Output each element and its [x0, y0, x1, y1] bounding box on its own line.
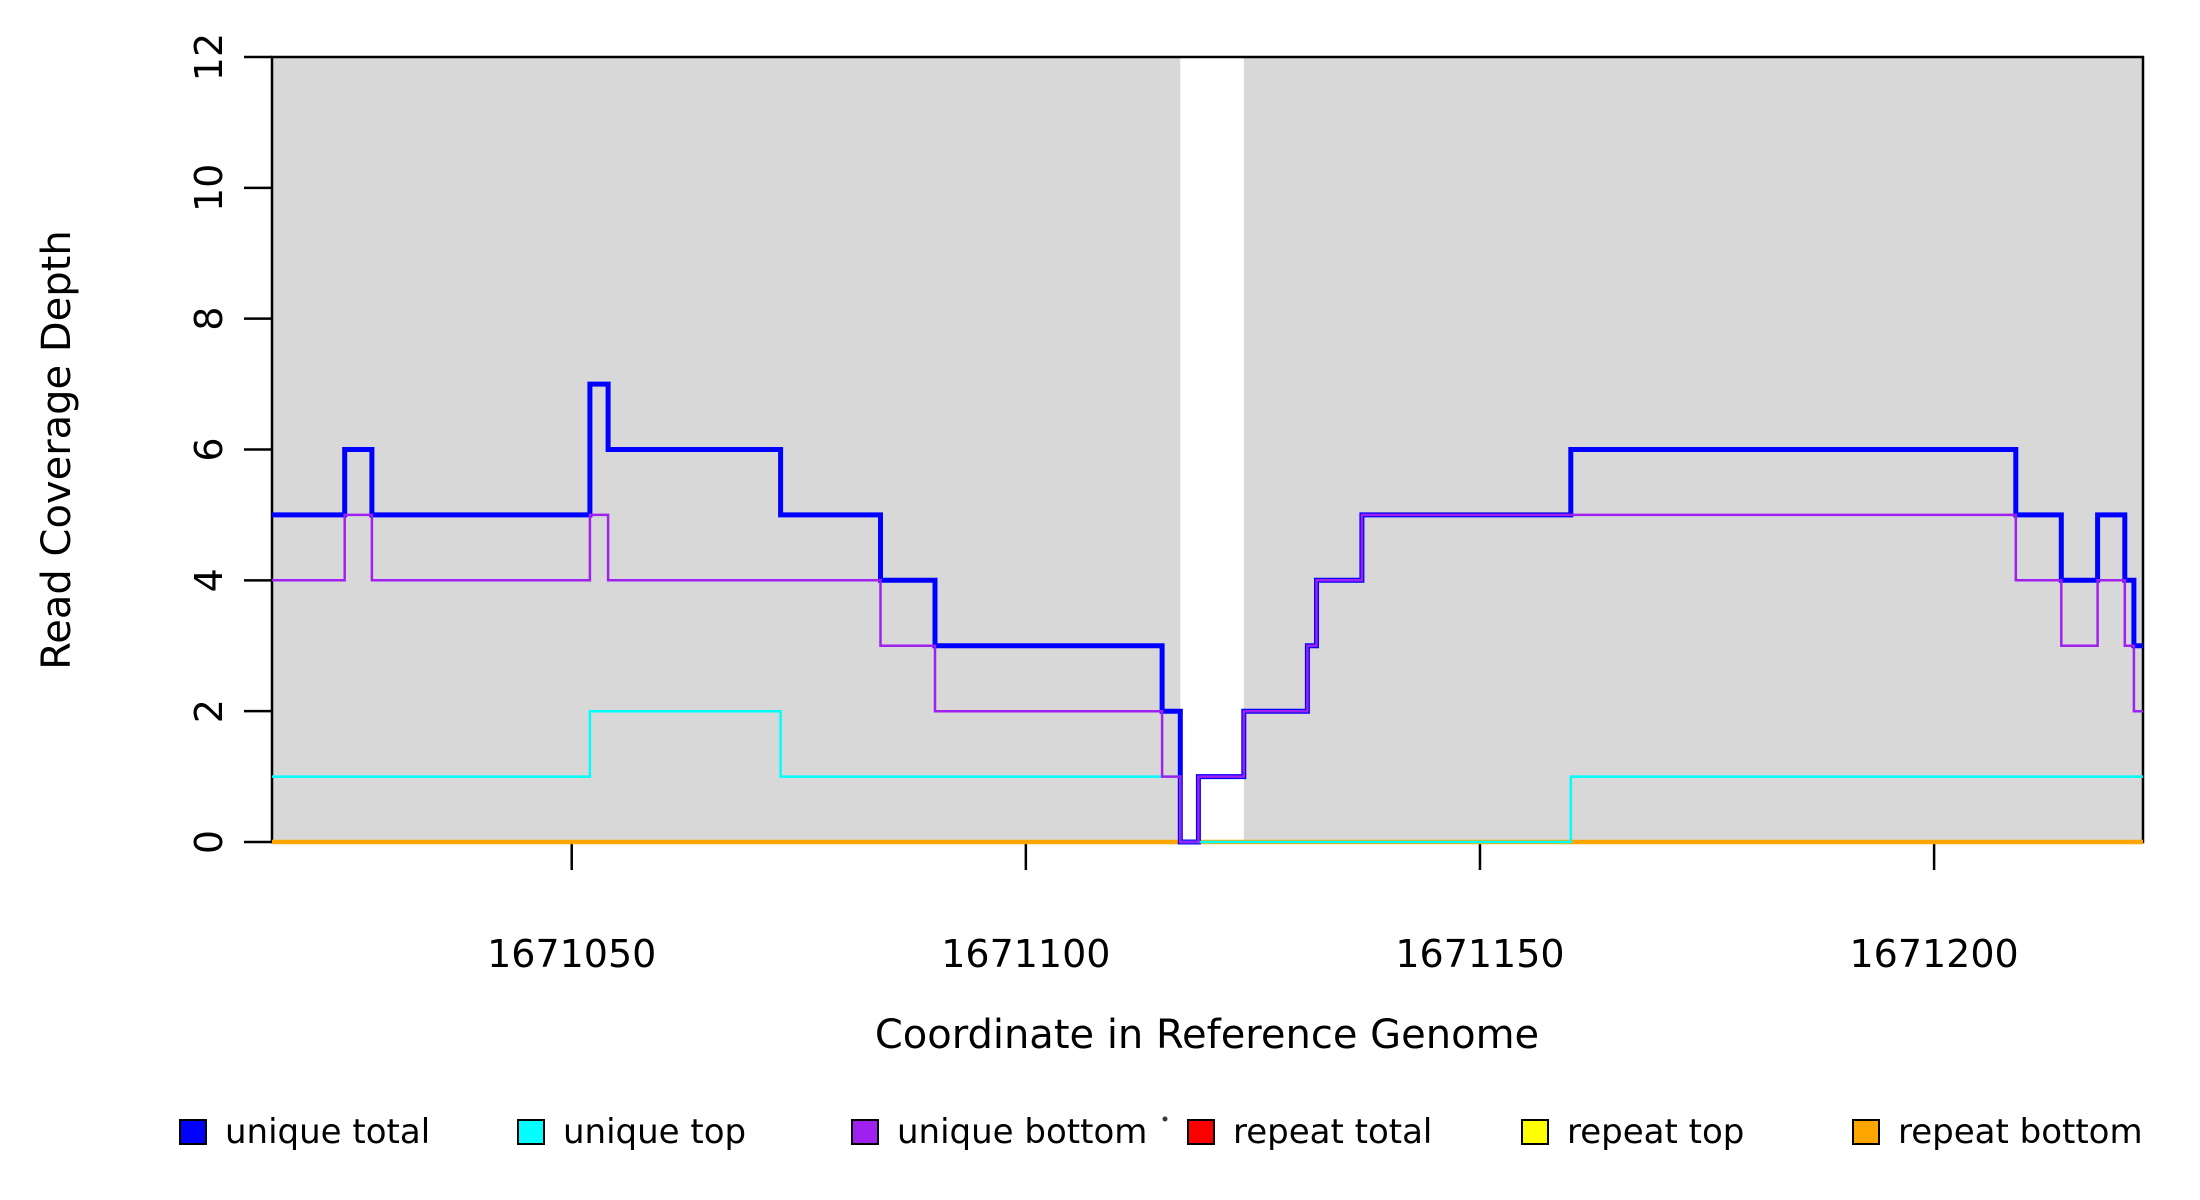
legend-swatch-repeat-total — [1187, 1119, 1215, 1145]
series-line-unique-bottom — [272, 513, 2143, 844]
x-tick-label: 1671200 — [1849, 932, 2018, 976]
x-tick-label: 1671050 — [487, 932, 656, 976]
legend-label-repeat-bottom: repeat bottom — [1898, 1112, 2143, 1152]
legend-swatch-unique-total — [179, 1119, 207, 1145]
y-tick-label: 6 — [187, 437, 231, 461]
y-tick-label: 12 — [187, 33, 231, 81]
legend-layer: unique total unique top unique bottom repea… — [179, 1112, 2143, 1152]
legend-label-repeat-total: repeat total — [1233, 1112, 1432, 1152]
y-tick-label: 10 — [187, 164, 231, 212]
axis-layer: 1671050 1671100 1671150 1671200 0 2 4 6 8 10 12 — [187, 33, 2019, 976]
y-tick-label: 2 — [187, 699, 231, 723]
legend-label-unique-bottom: unique bottom — [897, 1112, 1147, 1152]
legend-label-repeat-top: repeat top — [1567, 1112, 1744, 1152]
legend-swatch-repeat-bottom — [1852, 1119, 1880, 1145]
y-tick-label: 4 — [187, 568, 231, 592]
legend-label-unique-top: unique top — [563, 1112, 746, 1152]
legend-swatch-unique-bottom — [851, 1119, 879, 1145]
y-axis-title: Read Coverage Depth — [34, 230, 80, 669]
legend-swatch-repeat-top — [1521, 1119, 1549, 1145]
legend-label-unique-total: unique total — [225, 1112, 430, 1152]
series-line-unique-top — [272, 709, 2143, 844]
x-tick-label: 1671100 — [941, 932, 1110, 976]
series-layer — [272, 381, 2143, 845]
x-axis-title: Coordinate in Reference Genome — [875, 1012, 1539, 1058]
y-tick-label: 8 — [187, 307, 231, 331]
y-tick-label: 0 — [187, 830, 231, 854]
x-tick-label: 1671150 — [1395, 932, 1564, 976]
stray-dot — [1162, 1116, 1168, 1122]
legend-swatch-unique-top — [517, 1119, 545, 1145]
